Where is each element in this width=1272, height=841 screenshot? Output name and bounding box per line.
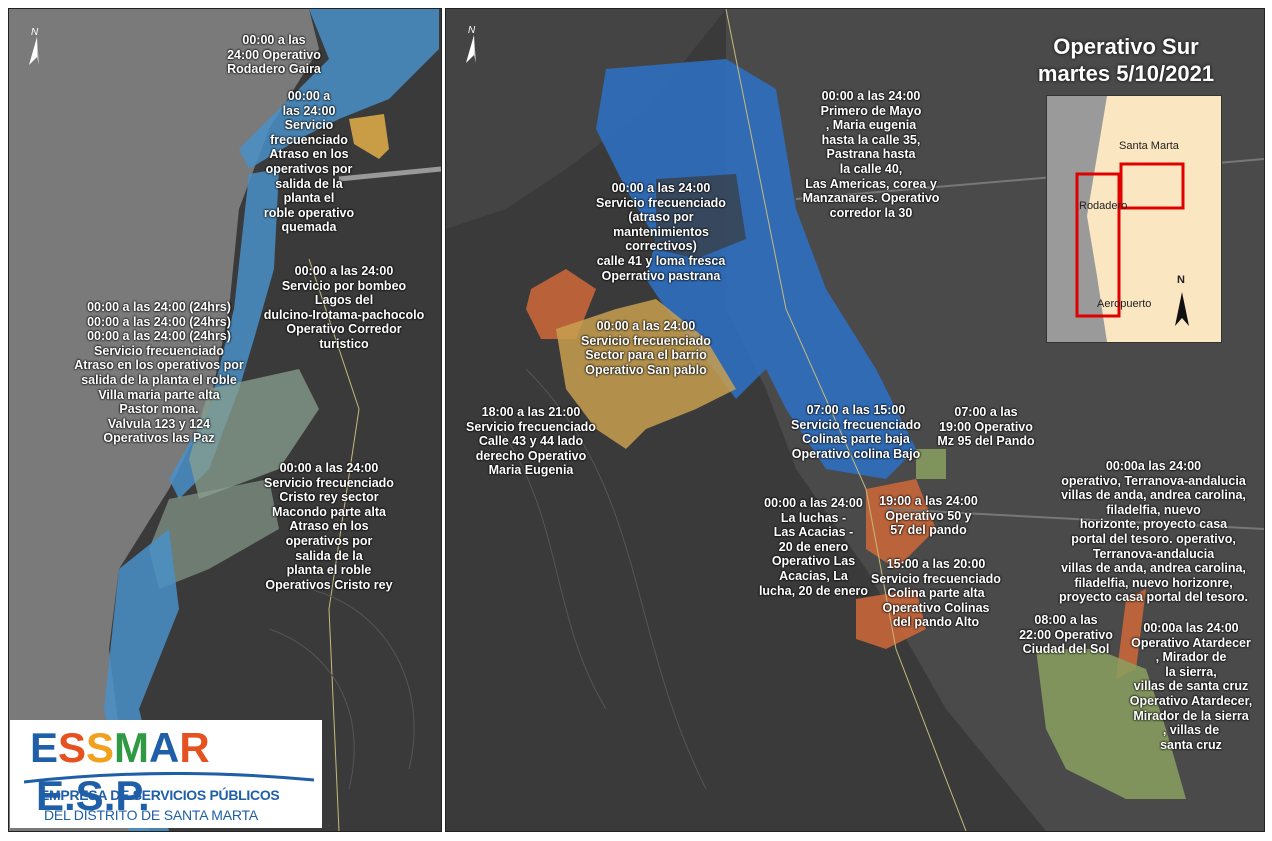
label-pando-50: 19:00 a las 24:00 Operativo 50 y 57 del … [879,494,978,538]
map-title: Operativo Sur martes 5/10/2021 [1006,33,1246,87]
inset-locator-map: Santa Marta Rodadero Aeropuerto N [1046,95,1222,343]
zone-pastrana-dark [656,174,746,259]
zone-pando-50 [866,479,936,569]
label-quemada: 00:00 a las 24:00 Servicio frecuenciado … [263,89,355,235]
contour-line [268,628,355,790]
label-maria-eugenia: 18:00 a las 21:00 Servicio frecuenciado … [466,405,596,478]
label-primero-de-mayo: 00:00 a las 24:00 Primero de Mayo , Mari… [802,89,940,220]
label-san-pablo: 00:00 a las 24:00 Servicio frecuenciado … [581,319,711,377]
road-line [338,166,441,182]
sea-area [9,9,319,831]
map-credits: · [329,823,331,828]
label-pastrana: 00:00 a las 24:00 Servicio frecuenciado … [596,181,726,283]
label-ciudad-del-sol: 08:00 a las 22:00 Operativo Ciudad del S… [1019,613,1113,657]
label-las-luchas: 00:00 a las 24:00 La luchas - Las Acacia… [758,496,869,598]
contour-line [525,368,707,790]
inset-label-aeropuerto: Aeropuerto [1097,298,1152,310]
logo-line-1: EMPRESA DE SERVICIOS PÚBLICOS [40,787,280,803]
zone-ciudad-del-sol [1036,649,1186,799]
logo-line-2: DEL DISTRITO DE SANTA MARTA [44,807,258,823]
inset-label-rodadero: Rodadero [1079,200,1128,212]
label-colina-bajo: 07:00 a las 15:00 Servicio frecuenciado … [791,403,921,461]
north-arrow-icon: N [462,25,482,67]
inset-label-north: N [1177,274,1185,286]
logo-swoosh [24,772,314,784]
title-line-1: Operativo Sur [1053,34,1199,59]
inset-frame-north [1119,162,1185,210]
label-las-paz: 00:00 a las 24:00 (24hrs) 00:00 a las 24… [74,300,244,446]
zone-mz95-pando [916,449,946,479]
road-line [725,9,967,831]
label-lagos: 00:00 a las 24:00 Servicio por bombeo La… [263,264,425,351]
zone-san-pablo [556,299,736,449]
inset-label-santa-marta: Santa Marta [1119,140,1179,152]
inset-frame-south [1075,172,1121,318]
left-map-panel[interactable]: N 00:00 a las 24:00 Operativo Rodadero G… [8,8,442,832]
label-atardecer: 00:00a las 24:00 Operativo Atardecer , M… [1129,621,1253,752]
right-map-panel[interactable]: N Operativo Sur martes 5/10/2021 Santa M… [445,8,1265,832]
title-line-2: martes 5/10/2021 [1037,61,1215,86]
left-map-canvas [9,9,441,831]
zone-primero-de-mayo [596,59,916,479]
inset-canvas [1047,96,1189,342]
label-mz95-pando: 07:00 a las 19:00 Operativo Mz 95 del Pa… [937,405,1035,449]
label-terranova: 00:00a las 24:00 operativo, Terranova-an… [1059,459,1248,605]
zone-corredor-turistico [169,169,279,499]
zone-colinas-alto [856,589,926,649]
urban-area [446,9,726,229]
road-line [885,508,1264,530]
north-arrow-icon: N [25,27,45,69]
zone-atardecer [1116,589,1146,679]
essmar-logo: ESSMAR E.S.P. EMPRESA DE SERVICIOS PÚBLI… [10,720,322,828]
label-colinas-alto: 15:00 a las 20:00 Servicio frecuenciado … [871,557,1001,630]
contour-line [485,408,607,710]
label-rodadero-gaira: 00:00 a las 24:00 Operativo Rodadero Gai… [227,33,321,77]
road-line [308,258,360,831]
contour-line [308,588,415,770]
zone-rodadero-gaira [239,9,439,169]
zone-cristo-rey [149,479,279,589]
inset-north-arrow-icon [1175,292,1189,326]
zone-quemada-yellow [349,114,389,159]
zone-las-paz [189,369,319,499]
label-cristo-rey: 00:00 a las 24:00 Servicio frecuenciado … [264,461,394,592]
